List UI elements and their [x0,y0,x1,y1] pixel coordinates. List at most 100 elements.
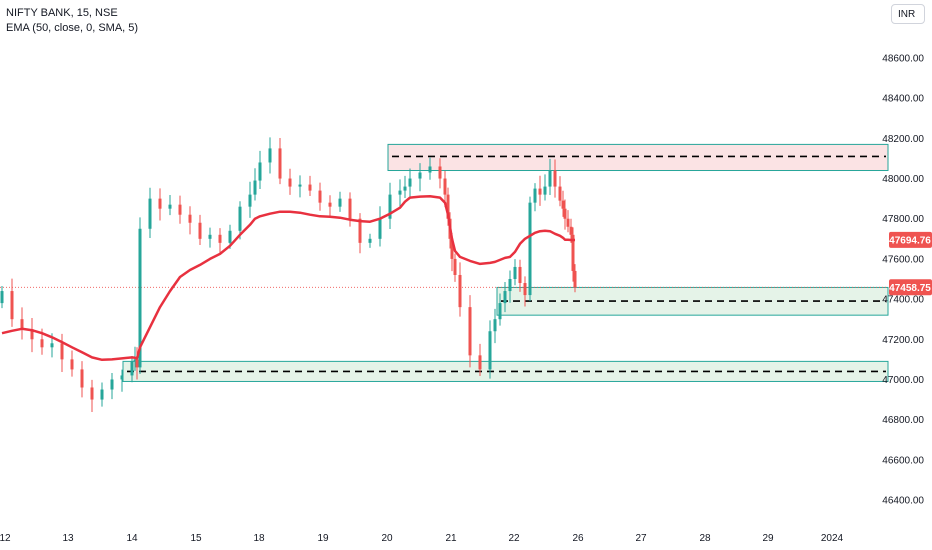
candle-body [228,230,232,243]
candle-body [443,178,447,195]
candle-body [130,361,134,376]
candle-body [453,258,457,275]
candle-body [498,303,502,320]
candle-body [571,234,575,271]
candle-body [378,218,382,239]
candle-body [168,204,172,209]
candle-body [100,389,104,400]
candle-body [561,200,565,209]
candle-body [135,359,139,368]
candle-body [328,202,332,207]
candle-body [543,186,547,195]
time-tick-label: 2024 [821,533,844,544]
time-tick-label: 15 [190,533,202,544]
candle-body [398,190,402,195]
candle-body [318,190,322,203]
time-axis: 12 13 14 15 18 19 20 21 22 26 27 28 29 2024 [0,533,844,544]
candle-body [428,166,432,173]
zones-layer [0,143,889,382]
candle-body [188,214,192,223]
candle-body [278,148,282,179]
symbol-title[interactable]: NIFTY BANK, 15, NSE [6,7,118,19]
candle-body [493,319,497,332]
candle-body [558,186,562,201]
time-tick-label: 22 [508,533,520,544]
price-tick-label: 47000.00 [882,375,924,386]
candle-body [408,178,412,187]
candle-body [508,279,512,292]
candle-body [450,238,454,259]
candle-body [248,194,252,207]
candle-body [308,184,312,191]
indicator-label[interactable]: EMA (50, close, 0, SMA, 5) [6,22,139,34]
candle-body [138,228,142,368]
candle-body [110,379,114,390]
ema-layer [1,194,575,362]
candle-body [90,387,94,400]
last-price-label-bg [889,279,932,296]
candle-body [0,291,4,304]
candle-body [40,339,44,348]
time-tick-label: 20 [381,533,393,544]
candle-body [458,274,462,308]
price-tick-label: 48600.00 [882,54,924,65]
candle-body [523,283,527,296]
candle-body [573,270,577,288]
candle-body [538,188,542,195]
candle-body [120,375,124,380]
candle-body [518,266,522,284]
candle-body [358,218,362,243]
candle-body [446,194,450,219]
candle-body [513,266,517,279]
candle-body [563,208,567,219]
price-tick-label: 47600.00 [882,254,924,265]
candle-body [418,172,422,179]
candle-body [253,180,257,195]
candle-body [288,178,292,187]
candle-body [30,329,34,340]
time-tick-label: 13 [62,533,74,544]
price-tick-label: 46600.00 [882,455,924,466]
candle-body [503,291,507,304]
last-price-label: 47458.75 [889,283,931,294]
time-tick-label: 28 [699,533,711,544]
candle-body [569,226,573,235]
candle-body [478,355,482,370]
time-tick-label: 29 [762,533,774,544]
price-tick-label: 46800.00 [882,415,924,426]
candle-body [338,198,342,207]
candle-body [553,170,557,187]
price-labels: 47694.76 47458.75 [889,231,932,296]
ema-price-label-bg [889,231,932,248]
candle-body [268,148,272,163]
currency-button[interactable]: INR [891,4,925,24]
candle-body [368,238,372,243]
candle-body [566,218,570,227]
supply-zone [387,143,889,172]
time-tick-label: 18 [253,533,265,544]
time-tick-label: 14 [126,533,138,544]
candle-body [70,359,74,370]
time-tick-label: 21 [445,533,457,544]
candle-body [298,184,302,187]
candle-body [258,162,262,181]
time-tick-label: 19 [317,533,329,544]
candle-body [80,369,84,388]
price-tick-label: 46400.00 [882,496,924,507]
candle-body [198,222,202,239]
candle-body [468,307,472,356]
candle-body [50,343,54,348]
candle-body [148,198,152,229]
candle-body [158,198,162,209]
ema-line [1,194,575,362]
candle-body [178,204,182,215]
price-tick-label: 47800.00 [882,214,924,225]
candle-body [60,343,64,360]
candle-body [548,170,552,187]
candle-body [348,198,352,219]
price-tick-label: 47200.00 [882,335,924,346]
time-tick-label: 26 [572,533,584,544]
price-tick-label: 48400.00 [882,94,924,105]
candle-body [218,234,222,243]
